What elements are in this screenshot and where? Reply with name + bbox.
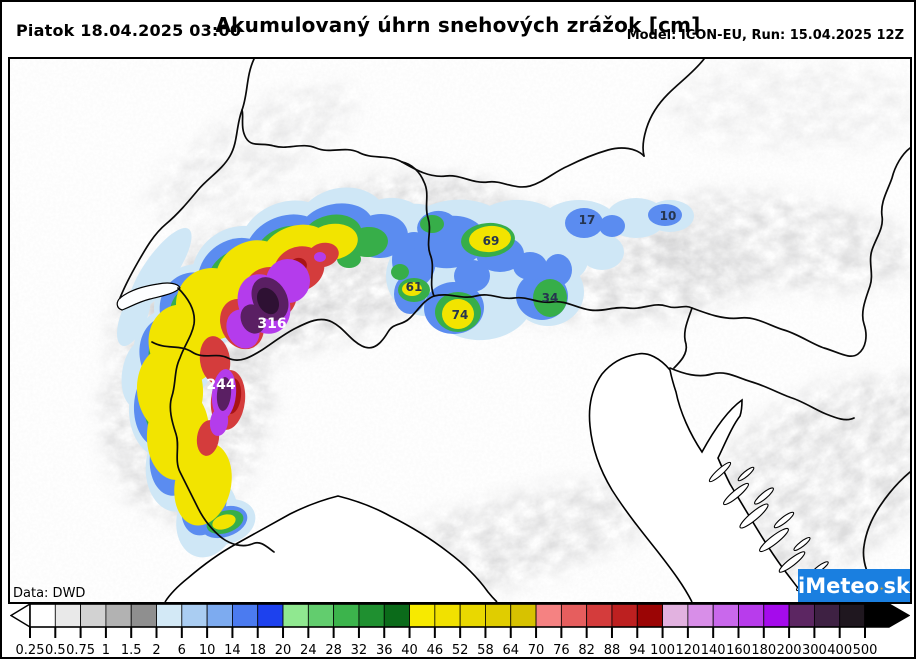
colorbar-tick-label: 18 [249,643,266,658]
colorbar-segment [333,603,360,628]
valid-datetime: Piatok 18.04.2025 03:00 [16,21,242,40]
colorbar-segment [839,603,866,628]
colorbar-tick-label: 0.75 [66,643,95,658]
colorbar-segment [130,603,157,628]
colorbar-segment [459,603,486,628]
colorbar-tick-label: 20 [275,643,292,658]
colorbar-segment [409,603,436,628]
colorbar-tick-label: 40 [401,643,418,658]
colorbar-tick-label: 52 [452,643,469,658]
ligurian-sea [164,495,498,602]
colorbar-segment [54,603,82,628]
colorbar-segment [813,603,841,628]
max-value-label: 74 [452,308,469,322]
max-value-label: 17 [579,213,596,227]
logo-text-left: iMeteo [798,573,880,598]
colorbar-segment [358,603,385,628]
colorbar-segment [206,603,233,628]
max-value-label: 69 [483,234,500,248]
colorbar-tick-label: 6 [178,643,186,658]
colorbar-segment [80,603,107,628]
colorbar-segment [586,603,613,628]
max-value-label: 10 [660,209,677,223]
colorbar-tick-label: 58 [477,643,494,658]
colorbar-tick-label: 300 [802,643,827,658]
colorbar-tick-label: 14 [224,643,241,658]
colorbar-tick-label: 160 [726,643,751,658]
colorbar-segment [181,603,208,628]
level-300cm [256,287,280,315]
colorbar-tick-label: 140 [701,643,726,658]
colorbar-tick-label: 94 [629,643,646,658]
country-borders [119,59,910,602]
snow-accumulation-layers [117,187,694,558]
page-title: Akumulovaný úhrn snehových zrážok [cm] [215,13,701,37]
colorbar-segment [29,603,56,628]
adriatic-sea [588,352,809,602]
data-source-credit: Data: DWD [13,586,86,601]
colorbar-tick-label: 500 [853,643,878,658]
colorbar-tick-label: 24 [300,643,317,658]
colorbar-tick-label: 400 [827,643,852,658]
colorbar-segment [636,603,663,628]
colorbar-tick-label: 76 [553,643,570,658]
snow-depth-color-scale: 0.25 0.5 0.75 1 1.5 2 6 10 14 18 20 24 28 32 36 40 46 52 5… [9,602,911,658]
colorbar-tick-label: 64 [502,643,519,658]
map-area: 316 244 61 69 74 34 17 10 Data: DWD iMeteo sk [8,57,912,604]
colorbar-segment [434,603,461,628]
colorbar-segment [535,603,562,628]
colorbar-tick-label: 120 [675,643,700,658]
max-value-label: 244 [206,377,235,393]
colorbar-segment [662,603,689,628]
colorbar-segment [105,603,132,628]
colorbar-segment [257,603,284,628]
model-run-info: Model: ICON-EU, Run: 15.04.2025 12Z [626,28,904,43]
colorbar-segment [687,603,714,628]
imeteo-logo: iMeteo sk [798,569,910,602]
max-value-label: 61 [406,280,423,294]
colorbar-segment [232,603,259,628]
colorbar-tick-label: 0.25 [16,643,45,658]
colorbar-tick-label: 1.5 [121,643,142,658]
alps-snowfall-map: 316 244 61 69 74 34 17 10 [10,59,910,602]
colorbar-tick-label: 82 [578,643,595,658]
colorbar-tick-label: 100 [650,643,675,658]
color-scale-svg: 0.25 0.5 0.75 1 1.5 2 6 10 14 18 20 24 28 32 36 40 46 52 5… [9,602,911,658]
colorbar-segment [485,603,512,628]
colorbar-outline [29,603,866,628]
colorbar-segment [738,603,765,628]
colorbar-segment [156,603,183,628]
colorbar-segment [307,603,335,628]
colorbar-tick-label: 2 [152,643,160,658]
colorbar-tick-label: 28 [325,643,342,658]
sun-icon [880,586,884,591]
colorbar-segment [712,603,739,628]
lake-geneva [116,282,181,311]
colorbar-segment [763,603,790,628]
colorbar-tick-label: 88 [604,643,621,658]
colorbar-segment [611,603,638,628]
colorbar-left-arrow [9,602,31,629]
colorbar-tick-label: 70 [528,643,545,658]
max-value-label: 316 [257,316,286,332]
colorbar-tick-label: 10 [199,643,216,658]
colorbar-tick-label: 1 [102,643,110,658]
max-value-labels: 316 244 61 69 74 34 17 10 [206,209,676,393]
colorbar-segment [510,603,537,628]
colorbar-tick-label: 32 [351,643,368,658]
max-value-label: 34 [542,291,559,305]
colorbar-tick-label: 46 [427,643,444,658]
colorbar-tick-label: 180 [751,643,776,658]
colorbar-tick-label: 200 [777,643,802,658]
colorbar-right-arrow [864,603,911,628]
colorbar-segment [383,603,410,628]
colorbar-segment [788,603,815,628]
logo-text-right: sk [883,573,910,598]
colorbar-tick-label: 36 [376,643,393,658]
colorbar-segment [560,603,588,628]
colorbar-segment [282,603,309,628]
colorbar-tick-label: 0.5 [45,643,66,658]
